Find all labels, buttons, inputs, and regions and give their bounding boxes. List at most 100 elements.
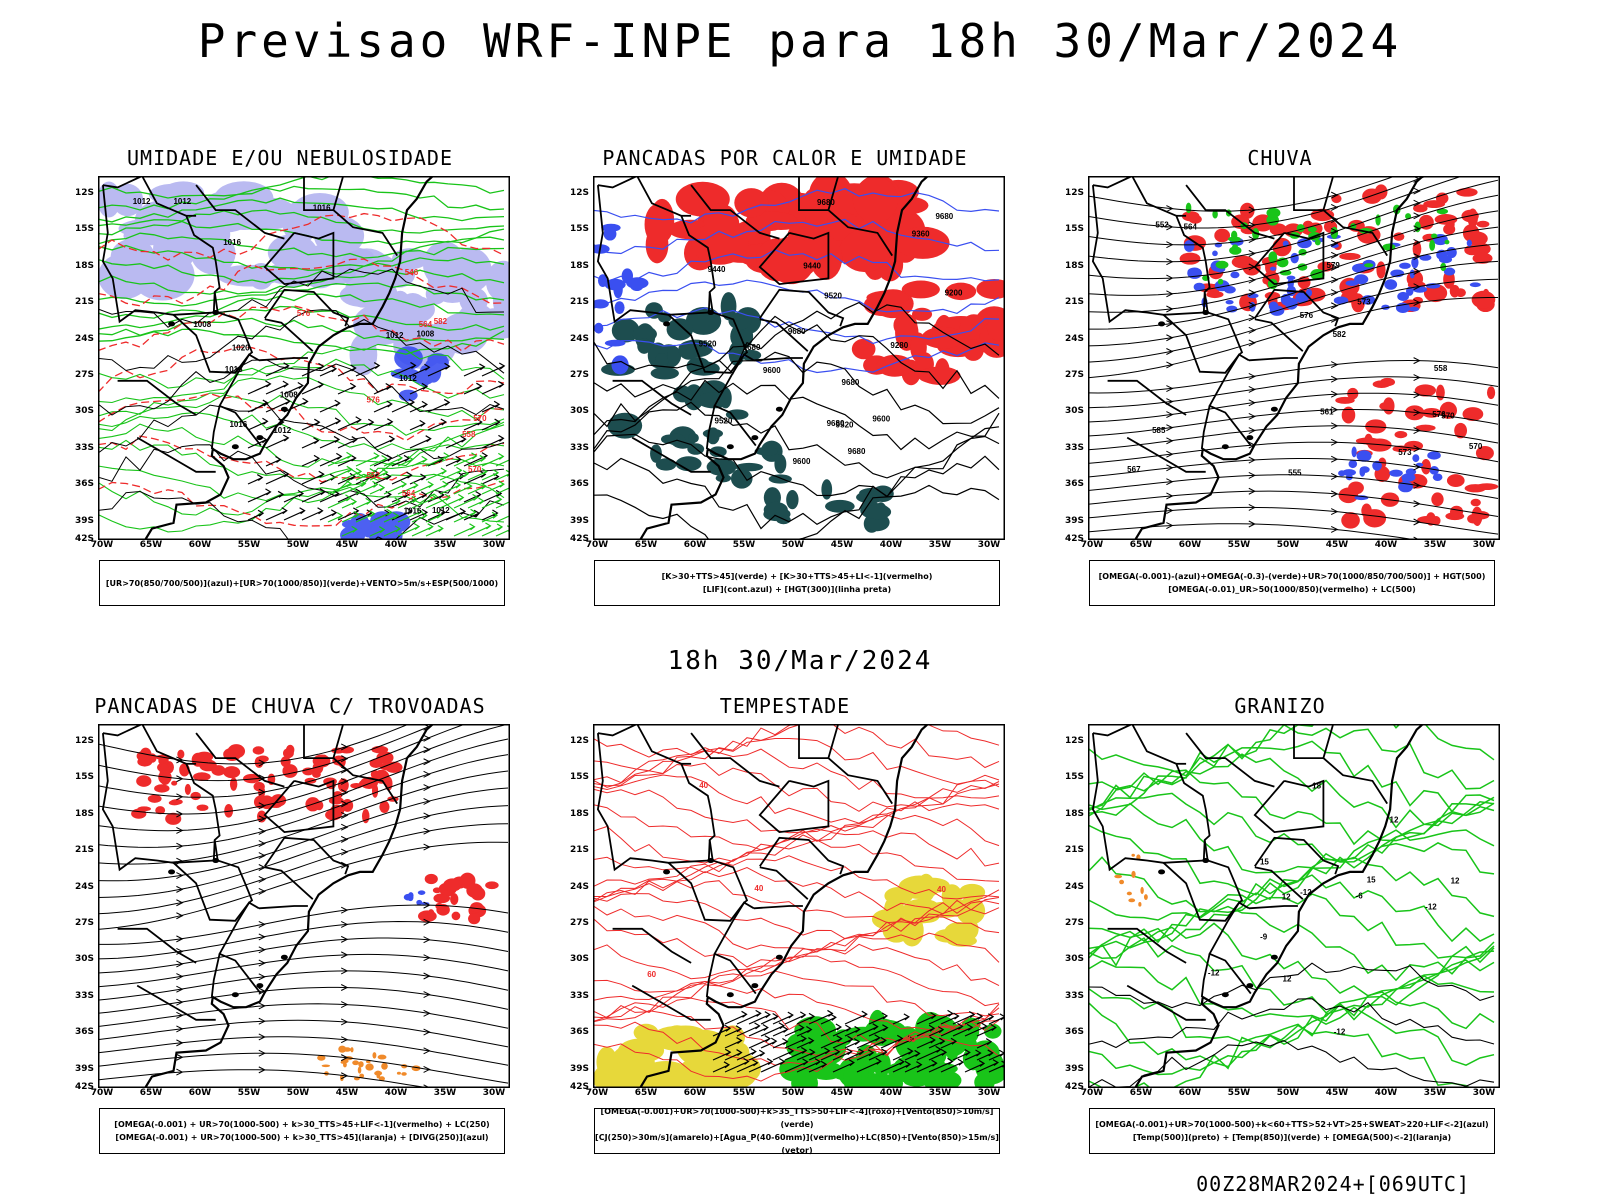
flow-arrow bbox=[340, 1072, 349, 1080]
country-border bbox=[1248, 905, 1298, 910]
lake bbox=[1246, 435, 1254, 441]
field-cell bbox=[1131, 853, 1135, 857]
lon-tick-label: 65W bbox=[634, 540, 658, 550]
country-border bbox=[1162, 839, 1244, 922]
field-cell bbox=[962, 339, 984, 361]
lake bbox=[280, 406, 288, 412]
flow-arrow bbox=[340, 835, 349, 843]
lon-tick-label: 35W bbox=[928, 1088, 952, 1098]
contour-label: 576 bbox=[297, 309, 311, 318]
wind-arrow bbox=[265, 455, 282, 467]
map-frame bbox=[593, 176, 1005, 540]
lat-tick-label: 27S bbox=[569, 370, 589, 380]
field-cell bbox=[655, 458, 677, 471]
wind-arrow bbox=[337, 436, 358, 449]
map-frame bbox=[1088, 724, 1500, 1088]
field-cell bbox=[1409, 269, 1415, 279]
field-cell bbox=[401, 1072, 407, 1076]
lat-tick-label: 24S bbox=[1064, 881, 1084, 892]
field-cell bbox=[825, 499, 855, 513]
wind-arrow bbox=[856, 1057, 882, 1073]
flow-arrow bbox=[176, 775, 184, 783]
wind-vectors bbox=[247, 361, 506, 521]
wind-arrow bbox=[495, 459, 510, 467]
contour-set bbox=[98, 268, 505, 540]
flow-arrow bbox=[423, 784, 431, 791]
wind-arrow bbox=[409, 382, 429, 395]
field-cell bbox=[343, 1061, 347, 1068]
wind-arrow bbox=[319, 490, 340, 503]
lat-tick-label: 24S bbox=[74, 333, 94, 344]
wind-arrow bbox=[409, 400, 428, 413]
lat-tick-label: 42S bbox=[1064, 1082, 1084, 1092]
field-cell bbox=[365, 1060, 371, 1064]
field-cell bbox=[1310, 208, 1335, 222]
wind-arrow bbox=[463, 509, 481, 521]
wind-arrow bbox=[844, 1038, 861, 1049]
field-cell bbox=[1376, 261, 1386, 279]
streamline bbox=[1088, 474, 1499, 499]
field-cell bbox=[1427, 451, 1441, 460]
wind-arrow bbox=[481, 469, 500, 481]
field-cell bbox=[593, 299, 609, 309]
contour-line bbox=[593, 401, 1000, 479]
lat-tick-label: 15S bbox=[74, 772, 94, 783]
field-cell bbox=[350, 1047, 354, 1053]
field-cell bbox=[1181, 211, 1200, 222]
lat-tick-label: 39S bbox=[1064, 515, 1084, 526]
wind-arrow bbox=[495, 496, 510, 509]
lon-tick-label: 70W bbox=[1080, 540, 1104, 550]
run-time-label: 00Z28MAR2024+[069UTC] bbox=[1196, 1172, 1470, 1196]
lon-tick-label: 55W bbox=[237, 540, 261, 550]
flow-arrow bbox=[1413, 374, 1421, 381]
lon-tick-label: 40W bbox=[1374, 540, 1398, 550]
field-cell bbox=[1279, 269, 1292, 276]
flow-arrow bbox=[1330, 508, 1339, 516]
wind-arrow bbox=[808, 1060, 828, 1073]
contour-label: 18 bbox=[1312, 782, 1321, 791]
contour-line bbox=[1088, 824, 1495, 896]
lake bbox=[1221, 992, 1229, 998]
contour-label: 40 bbox=[754, 884, 763, 893]
flow-arrow bbox=[423, 812, 431, 820]
contour-label: 570 bbox=[1469, 442, 1483, 451]
wind-arrow bbox=[712, 1061, 731, 1073]
wind-arrow bbox=[265, 397, 291, 413]
field-patch bbox=[1114, 853, 1148, 907]
contour-label: 12 bbox=[1390, 816, 1399, 825]
field-patch bbox=[851, 332, 984, 386]
map-canvas: 1008 1008 1012 1012 1012 1016 1012 1016 1016 1012… bbox=[98, 176, 510, 540]
wind-arrow bbox=[265, 380, 289, 395]
wind-arrow bbox=[760, 1057, 786, 1073]
field-cell bbox=[603, 227, 617, 241]
flow-arrow bbox=[176, 960, 184, 968]
flow-arrow bbox=[1248, 520, 1256, 528]
flow-arrow bbox=[258, 973, 266, 981]
contour-line bbox=[98, 486, 505, 533]
field-cell bbox=[637, 338, 652, 354]
contour-line bbox=[593, 351, 1000, 428]
contour-label: 9520 bbox=[699, 339, 717, 348]
flow-arrow bbox=[340, 1001, 349, 1008]
wind-arrow bbox=[952, 1010, 976, 1025]
streamline bbox=[1088, 523, 1421, 540]
field-cell bbox=[1384, 279, 1398, 290]
wind-arrow bbox=[892, 1060, 912, 1073]
contour-label: 9520 bbox=[836, 420, 854, 429]
contour-label: 1008 bbox=[193, 320, 211, 329]
field-cell bbox=[1421, 408, 1442, 418]
field-cell bbox=[1214, 228, 1231, 243]
field-cell bbox=[739, 349, 762, 361]
country-border bbox=[218, 353, 262, 447]
lon-tick-label: 45W bbox=[335, 540, 359, 550]
wind-arrow bbox=[427, 508, 447, 521]
contour-line bbox=[98, 212, 505, 261]
contour-label: 9600 bbox=[793, 457, 811, 466]
flow-arrow bbox=[340, 743, 349, 751]
wind-arrow bbox=[327, 494, 352, 509]
flow-arrow bbox=[1166, 348, 1174, 355]
lat-tick-label: 36S bbox=[569, 479, 589, 490]
wind-arrow bbox=[844, 1010, 868, 1025]
flow-arrow bbox=[1330, 490, 1339, 498]
field-cell bbox=[1472, 252, 1493, 264]
